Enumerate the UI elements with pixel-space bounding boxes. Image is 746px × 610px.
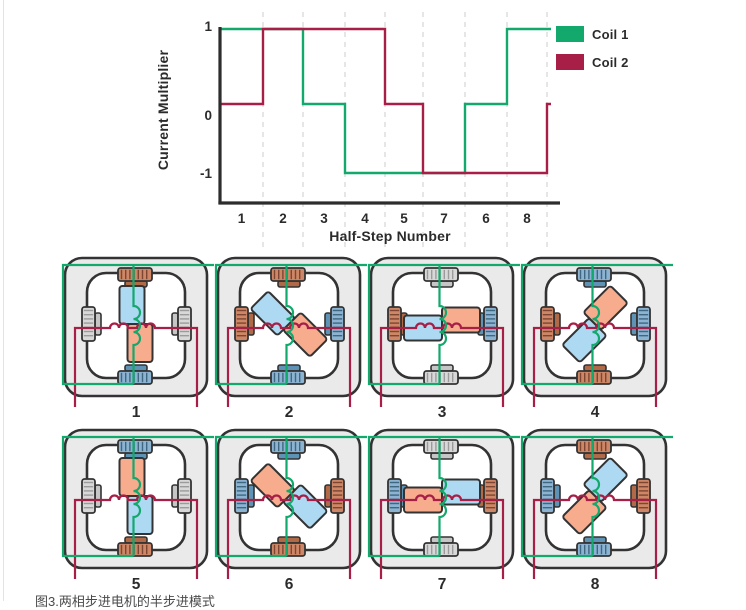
chart-legend: Coil 1 Coil 2 [556, 26, 629, 82]
coil1-wire [367, 435, 520, 558]
coil1-wire [61, 263, 214, 386]
coil2-wire [379, 494, 505, 579]
coil1-wire [214, 263, 367, 386]
svg-text:5: 5 [400, 211, 408, 226]
step-number-label: 3 [438, 404, 447, 421]
step-number-label: 5 [132, 576, 141, 593]
coil1-wire [520, 263, 673, 386]
step-number-label: 6 [285, 576, 294, 593]
motor-step-diagram-5: 5 [61, 428, 214, 593]
coil1-wire [520, 435, 673, 558]
motor-step-diagram-7: 7 [367, 428, 520, 593]
step-number-label: 2 [285, 404, 294, 421]
svg-text:Half-Step Number: Half-Step Number [329, 228, 451, 244]
coil2-wire [226, 322, 352, 407]
legend-item-coil2: Coil 2 [556, 54, 629, 70]
legend-label-coil2: Coil 2 [592, 54, 629, 70]
legend-item-coil1: Coil 1 [556, 26, 629, 42]
halfstep-waveform-chart: 1 0 -1 1 2 3 4 5 7 6 8 Half-Step Number Current Mult… [0, 0, 746, 252]
svg-text:8: 8 [523, 211, 531, 226]
step-number-label: 4 [591, 404, 600, 421]
svg-text:3: 3 [320, 211, 328, 226]
coil1-color-swatch [556, 26, 584, 42]
svg-text:6: 6 [482, 211, 490, 226]
step-number-label: 1 [132, 404, 141, 421]
step-number-label: 7 [438, 576, 447, 593]
motor-step-diagram-8: 8 [520, 428, 673, 593]
step-number-label: 8 [591, 576, 600, 593]
motor-step-diagrams: 1 2 3 4 5 6 7 8 [61, 254, 673, 598]
motor-step-diagram-1: 1 [61, 256, 214, 421]
svg-text:-1: -1 [200, 166, 212, 181]
coil2-wire [226, 494, 352, 579]
svg-text:4: 4 [361, 211, 369, 226]
coil1-wire [61, 435, 214, 558]
motor-step-diagram-6: 6 [214, 428, 367, 593]
coil2-wire [532, 322, 658, 407]
coil2-wire [379, 322, 505, 407]
coil1-wire [367, 263, 520, 386]
svg-text:7: 7 [440, 211, 448, 226]
svg-text:Current Multiplier: Current Multiplier [155, 50, 171, 171]
svg-text:2: 2 [279, 211, 287, 226]
svg-text:1: 1 [204, 19, 212, 34]
motor-step-diagram-2: 2 [214, 256, 367, 421]
coil2-wire [73, 322, 199, 407]
legend-label-coil1: Coil 1 [592, 26, 629, 42]
coil2-wire [73, 494, 199, 579]
page-left-rule [3, 0, 4, 601]
motor-step-diagram-3: 3 [367, 256, 520, 421]
coil1-wire [214, 435, 367, 558]
coil2-wire [532, 494, 658, 579]
svg-text:1: 1 [238, 211, 246, 226]
waveform-svg: 1 0 -1 1 2 3 4 5 7 6 8 Half-Step Number Current Mult… [155, 12, 560, 247]
motor-step-diagram-4: 4 [520, 256, 673, 421]
coil2-color-swatch [556, 54, 584, 70]
svg-text:0: 0 [204, 108, 212, 123]
